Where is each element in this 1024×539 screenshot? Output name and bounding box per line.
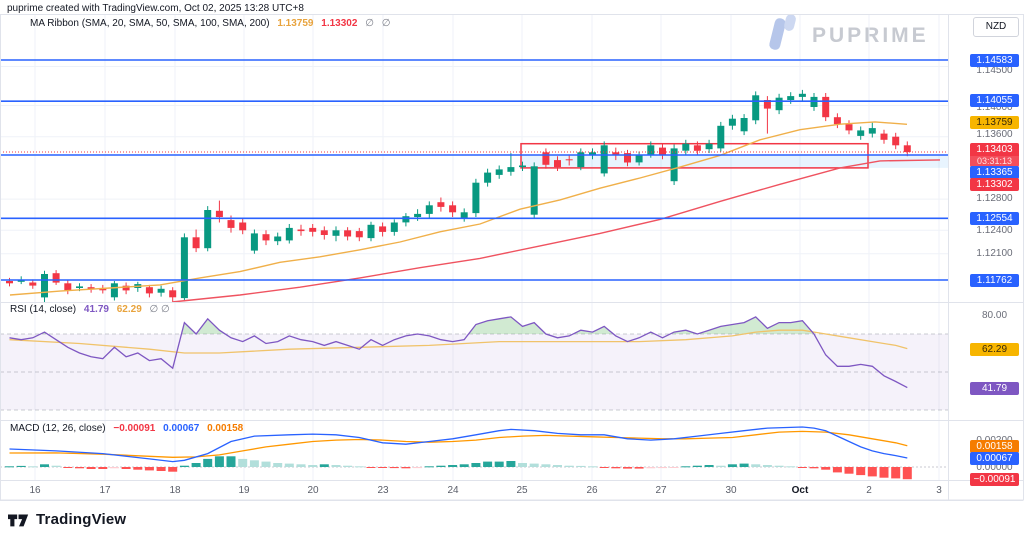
axis-grid-label: 0.00000 [976, 462, 1013, 473]
rsi-value: 41.79 [83, 304, 109, 315]
time-axis-label: 20 [307, 485, 319, 496]
axis-grid-label: 1.13600 [976, 129, 1013, 140]
axis-value-badge: 0.00067 [970, 452, 1019, 465]
bar-countdown: 03:31:13 [970, 156, 1019, 167]
tradingview-logo-text: TradingView [36, 511, 127, 528]
rsi-legend-title: RSI (14, close) [10, 304, 77, 315]
time-axis[interactable]: 16 17 18 19 20 23 24 25 26 27 30 Oct 2 3 [0, 481, 948, 500]
axis-value-badge: 1.14583 [970, 54, 1019, 67]
axis-grid-label: 1.14500 [976, 65, 1013, 76]
tradingview-icon [8, 514, 29, 526]
axis-grid-label: 1.12800 [976, 193, 1013, 204]
sma100-value: ∅ [365, 18, 374, 29]
macd-line-value: 0.00067 [163, 423, 200, 434]
macd-hist-value: −0.00091 [113, 423, 156, 434]
axis-value-badge: 62.29 [970, 343, 1019, 356]
time-axis-label: 24 [447, 485, 459, 496]
axis-value-badge: −0.00091 [970, 473, 1019, 486]
axis-value-badge: 0.00158 [970, 440, 1019, 453]
currency-button[interactable]: NZD [973, 17, 1019, 37]
macd-signal-value: 0.00158 [207, 423, 244, 434]
rsi-ma-value: 62.29 [116, 304, 142, 315]
time-axis-label: 18 [169, 485, 181, 496]
axis-value-badge: 1.11762 [970, 274, 1019, 287]
sma200-value: ∅ [381, 18, 391, 29]
time-axis-label: 23 [377, 485, 389, 496]
sma50-value: 1.13302 [321, 18, 358, 29]
time-axis-label: 2 [866, 485, 872, 496]
rsi-legend[interactable]: RSI (14, close) 41.79 62.29 ∅ ∅ [10, 304, 175, 315]
axis-value-badge: 1.14055 [970, 94, 1019, 107]
time-axis-label: 25 [516, 485, 528, 496]
ma-ribbon-legend-title: MA Ribbon (SMA, 20, SMA, 50, SMA, 100, S… [30, 18, 270, 29]
time-axis-label: 16 [29, 485, 41, 496]
time-axis-label: 26 [586, 485, 598, 496]
axis-value-badge: 1.13302 [970, 178, 1019, 191]
axis-value-badge: 41.79 [970, 382, 1019, 395]
macd-legend-title: MACD (12, 26, close) [10, 423, 106, 434]
ma-ribbon-legend[interactable]: MA Ribbon (SMA, 20, SMA, 50, SMA, 100, S… [30, 18, 395, 29]
axis-grid-label: 1.12400 [976, 225, 1013, 236]
time-axis-label: 17 [99, 485, 111, 496]
creator-line: puprime created with TradingView.com, Oc… [7, 3, 304, 14]
time-axis-label: 27 [655, 485, 667, 496]
sma20-value: 1.13759 [277, 18, 314, 29]
axis-grid-label: 1.12100 [976, 248, 1013, 259]
time-axis-label: 19 [238, 485, 250, 496]
axis-grid-label: 80.00 [981, 310, 1008, 321]
macd-legend[interactable]: MACD (12, 26, close) −0.00091 0.00067 0.… [10, 423, 248, 434]
last-price-badge: 1.13403 03:31:13 [970, 143, 1019, 167]
time-axis-label: 30 [725, 485, 737, 496]
time-axis-label: 3 [936, 485, 942, 496]
tradingview-logo[interactable]: TradingView [8, 511, 126, 528]
axis-value-badge: 1.13365 [970, 166, 1019, 179]
price-axis[interactable]: 1.14500 1.14000 1.13600 1.12800 1.12400 1.121… [948, 14, 1024, 500]
rsi-empty-values: ∅ ∅ [149, 304, 170, 315]
time-axis-label: Oct [791, 485, 809, 496]
axis-value-badge: 1.12554 [970, 212, 1019, 225]
axis-value-badge: 1.13759 [970, 116, 1019, 129]
axis-grid-label: 1.14000 [976, 102, 1013, 113]
